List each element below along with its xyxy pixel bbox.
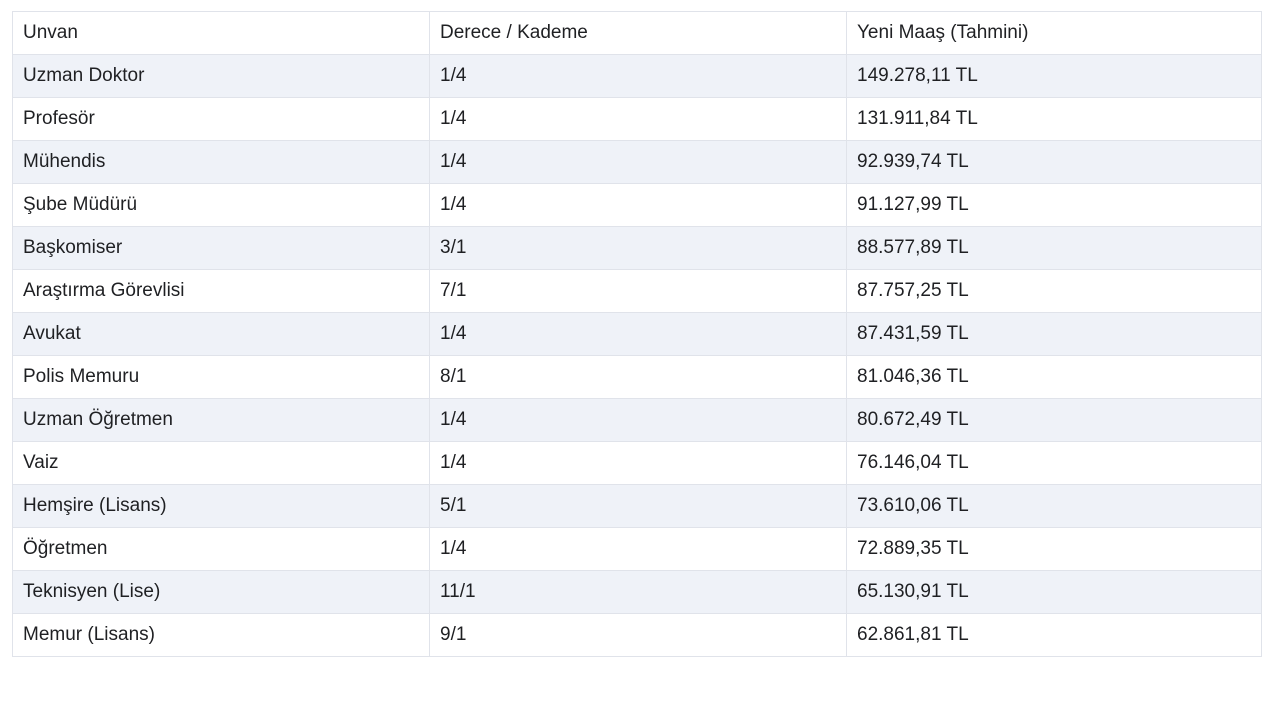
cell-derece-kademe: 8/1 (429, 355, 847, 399)
cell-derece-kademe: 1/4 (429, 312, 847, 356)
cell-derece-kademe: 1/4 (429, 183, 847, 227)
column-header-yeni-maas: Yeni Maaş (Tahmini) (846, 11, 1262, 55)
cell-yeni-maas: 92.939,74 TL (846, 140, 1262, 184)
cell-unvan: Öğretmen (12, 527, 430, 571)
cell-unvan: Memur (Lisans) (12, 613, 430, 657)
cell-unvan: Vaiz (12, 441, 430, 485)
cell-derece-kademe: 1/4 (429, 441, 847, 485)
table-row: Uzman Doktor 1/4 149.278,11 TL (12, 54, 1262, 98)
table-row: Avukat 1/4 87.431,59 TL (12, 312, 1262, 356)
cell-yeni-maas: 72.889,35 TL (846, 527, 1262, 571)
cell-yeni-maas: 73.610,06 TL (846, 484, 1262, 528)
table-row: Öğretmen 1/4 72.889,35 TL (12, 527, 1262, 571)
cell-unvan: Başkomiser (12, 226, 430, 270)
table-row: Vaiz 1/4 76.146,04 TL (12, 441, 1262, 485)
cell-yeni-maas: 87.431,59 TL (846, 312, 1262, 356)
cell-unvan: Mühendis (12, 140, 430, 184)
cell-unvan: Avukat (12, 312, 430, 356)
cell-derece-kademe: 1/4 (429, 140, 847, 184)
cell-unvan: Hemşire (Lisans) (12, 484, 430, 528)
table-row: Başkomiser 3/1 88.577,89 TL (12, 226, 1262, 270)
cell-derece-kademe: 1/4 (429, 97, 847, 141)
cell-yeni-maas: 76.146,04 TL (846, 441, 1262, 485)
cell-yeni-maas: 65.130,91 TL (846, 570, 1262, 614)
cell-unvan: Profesör (12, 97, 430, 141)
header-row: Unvan Derece / Kademe Yeni Maaş (Tahmini… (12, 11, 1262, 55)
cell-unvan: Şube Müdürü (12, 183, 430, 227)
cell-yeni-maas: 88.577,89 TL (846, 226, 1262, 270)
cell-unvan: Teknisyen (Lise) (12, 570, 430, 614)
salary-table: Unvan Derece / Kademe Yeni Maaş (Tahmini… (12, 11, 1262, 657)
cell-yeni-maas: 80.672,49 TL (846, 398, 1262, 442)
cell-derece-kademe: 1/4 (429, 527, 847, 571)
table-row: Profesör 1/4 131.911,84 TL (12, 97, 1262, 141)
cell-yeni-maas: 149.278,11 TL (846, 54, 1262, 98)
table-row: Şube Müdürü 1/4 91.127,99 TL (12, 183, 1262, 227)
cell-yeni-maas: 131.911,84 TL (846, 97, 1262, 141)
table-row: Teknisyen (Lise) 11/1 65.130,91 TL (12, 570, 1262, 614)
table-row: Araştırma Görevlisi 7/1 87.757,25 TL (12, 269, 1262, 313)
cell-unvan: Uzman Öğretmen (12, 398, 430, 442)
cell-unvan: Uzman Doktor (12, 54, 430, 98)
cell-derece-kademe: 3/1 (429, 226, 847, 270)
column-header-derece-kademe: Derece / Kademe (429, 11, 847, 55)
cell-derece-kademe: 9/1 (429, 613, 847, 657)
cell-derece-kademe: 5/1 (429, 484, 847, 528)
cell-derece-kademe: 1/4 (429, 398, 847, 442)
table-row: Polis Memuru 8/1 81.046,36 TL (12, 355, 1262, 399)
cell-derece-kademe: 11/1 (429, 570, 847, 614)
column-header-unvan: Unvan (12, 11, 430, 55)
cell-unvan: Polis Memuru (12, 355, 430, 399)
table-body: Uzman Doktor 1/4 149.278,11 TL Profesör 1/4 1… (12, 54, 1262, 657)
cell-yeni-maas: 91.127,99 TL (846, 183, 1262, 227)
table-row: Mühendis 1/4 92.939,74 TL (12, 140, 1262, 184)
cell-yeni-maas: 81.046,36 TL (846, 355, 1262, 399)
cell-derece-kademe: 1/4 (429, 54, 847, 98)
cell-derece-kademe: 7/1 (429, 269, 847, 313)
cell-yeni-maas: 87.757,25 TL (846, 269, 1262, 313)
table-row: Hemşire (Lisans) 5/1 73.610,06 TL (12, 484, 1262, 528)
table-row: Uzman Öğretmen 1/4 80.672,49 TL (12, 398, 1262, 442)
cell-yeni-maas: 62.861,81 TL (846, 613, 1262, 657)
table-row: Memur (Lisans) 9/1 62.861,81 TL (12, 613, 1262, 657)
cell-unvan: Araştırma Görevlisi (12, 269, 430, 313)
